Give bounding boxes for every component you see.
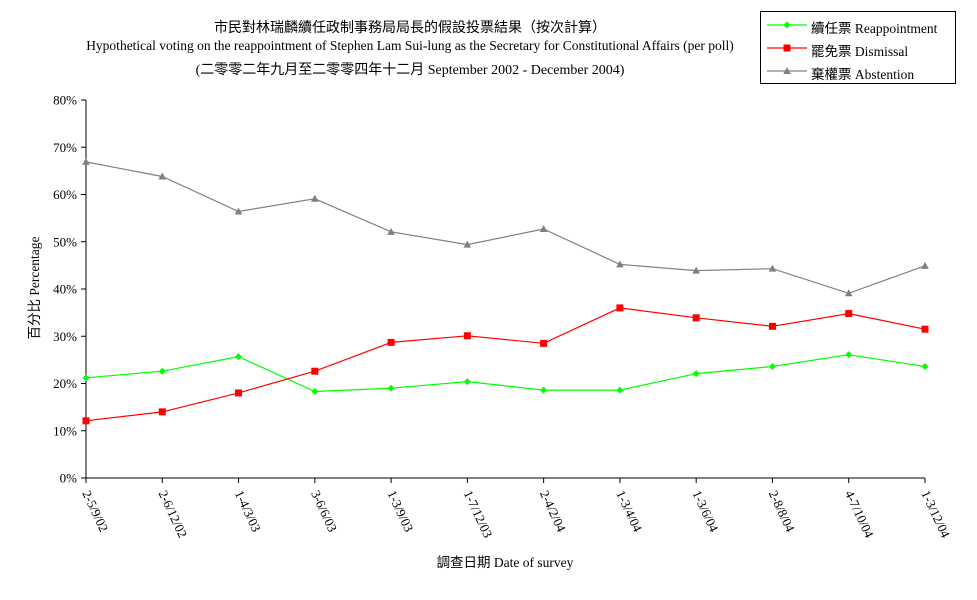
data-point-abstention xyxy=(539,224,548,232)
x-tick-label: 4-7/10/04 xyxy=(842,488,877,541)
data-point-abstention xyxy=(311,194,319,202)
chart-subtitle-period: (二零零二年九月至二零零四年十二月 September 2002 - Decem… xyxy=(195,63,625,78)
data-point-reappointment xyxy=(845,351,853,359)
data-point-reappointment xyxy=(540,386,548,394)
data-point-dismissal xyxy=(540,339,548,347)
y-tick-label: 10% xyxy=(53,423,77,438)
x-tick-label: 1-3/12/04 xyxy=(918,488,953,541)
data-point-dismissal xyxy=(311,367,319,375)
data-point-reappointment xyxy=(158,367,166,375)
x-tick-label: 1-7/12/03 xyxy=(461,488,496,540)
data-point-dismissal xyxy=(768,322,776,330)
data-point-reappointment xyxy=(768,362,776,370)
data-point-dismissal xyxy=(921,325,929,333)
series-line-abstention xyxy=(85,161,926,294)
x-tick-label: 1-3/9/03 xyxy=(384,488,416,534)
legend-label-reappointment: 續任票 Reappointment xyxy=(811,21,938,36)
data-point-abstention xyxy=(768,264,777,272)
y-tick-label: 20% xyxy=(53,376,77,391)
x-tick-label: 2-5/9/02 xyxy=(79,488,111,534)
y-tick-label: 70% xyxy=(53,140,77,155)
x-tick-label: 2-6/12/02 xyxy=(156,488,191,540)
data-point-abstention xyxy=(463,240,472,248)
legend-label-abstention: 棄權票 Abstention xyxy=(811,67,915,82)
series-line-reappointment xyxy=(85,354,926,393)
legend-marker-triangle-icon xyxy=(767,67,807,74)
y-tick-label: 40% xyxy=(53,282,77,297)
data-point-reappointment xyxy=(235,353,243,361)
y-tick-label: 30% xyxy=(53,329,77,344)
y-tick-label: 0% xyxy=(60,471,78,486)
data-point-dismissal xyxy=(463,332,471,340)
legend-item-dismissal: 罷免票 Dismissal xyxy=(761,38,957,59)
data-point-abstention xyxy=(692,266,700,274)
data-point-reappointment xyxy=(387,384,395,392)
axes: 0% 10% 20% 30% 40% 50% 60% 70% 80% 2-5/9/02 2-6/12… xyxy=(53,93,953,541)
series-reappointment xyxy=(82,351,929,396)
data-point-dismissal xyxy=(387,338,395,346)
data-point-dismissal xyxy=(235,389,243,397)
x-tick-label: 2-8/8/04 xyxy=(766,488,798,535)
y-axis-label: 百分比 Percentage xyxy=(27,236,42,339)
data-point-reappointment xyxy=(921,362,929,370)
legend-item-abstention: 棄權票 Abstention xyxy=(761,61,957,82)
x-axis-label: 調查日期 Date of survey xyxy=(437,555,574,570)
data-point-dismissal xyxy=(82,417,90,425)
series-layer xyxy=(82,157,929,425)
chart-title: 市民對林瑞麟續任政制事務局局長的假設投票結果（按次計算） xyxy=(214,21,606,36)
series-line-dismissal xyxy=(85,307,926,422)
data-point-abstention xyxy=(82,157,90,165)
series-abstention xyxy=(82,157,929,297)
legend-marker-diamond-icon xyxy=(767,21,807,29)
data-point-dismissal xyxy=(158,408,166,416)
legend-item-reappointment: 續任票 Reappointment xyxy=(761,15,957,36)
y-tick-label: 60% xyxy=(53,187,77,202)
y-tick-label: 80% xyxy=(53,93,77,108)
data-point-abstention xyxy=(844,289,853,297)
chart-subtitle: Hypothetical voting on the reappointment… xyxy=(86,38,734,53)
x-tick-label: 2-4/2/04 xyxy=(537,488,569,535)
legend-marker-square-icon xyxy=(767,44,807,52)
data-point-abstention xyxy=(616,260,624,268)
data-point-abstention xyxy=(387,227,395,235)
data-point-reappointment xyxy=(463,378,471,386)
data-point-reappointment xyxy=(616,386,624,394)
series-dismissal xyxy=(82,304,929,425)
data-point-reappointment xyxy=(82,374,90,382)
x-tick-label: 1-3/4/04 xyxy=(613,488,645,535)
data-point-dismissal xyxy=(616,304,624,312)
data-point-dismissal xyxy=(692,314,700,322)
x-tick-label: 3-6/6/03 xyxy=(308,488,340,534)
data-point-abstention xyxy=(158,172,167,180)
data-point-dismissal xyxy=(845,310,853,318)
x-tick-label: 1-4/3/03 xyxy=(232,488,264,534)
data-point-abstention xyxy=(921,261,929,269)
data-point-abstention xyxy=(234,207,243,215)
data-point-reappointment xyxy=(692,370,700,378)
legend: 續任票 Reappointment 罷免票 Dismissal 棄權票 Abst… xyxy=(760,11,956,84)
y-tick-label: 50% xyxy=(53,234,77,249)
legend-label-dismissal: 罷免票 Dismissal xyxy=(811,44,909,59)
data-point-reappointment xyxy=(311,388,319,396)
x-tick-label: 1-3/6/04 xyxy=(689,488,721,535)
